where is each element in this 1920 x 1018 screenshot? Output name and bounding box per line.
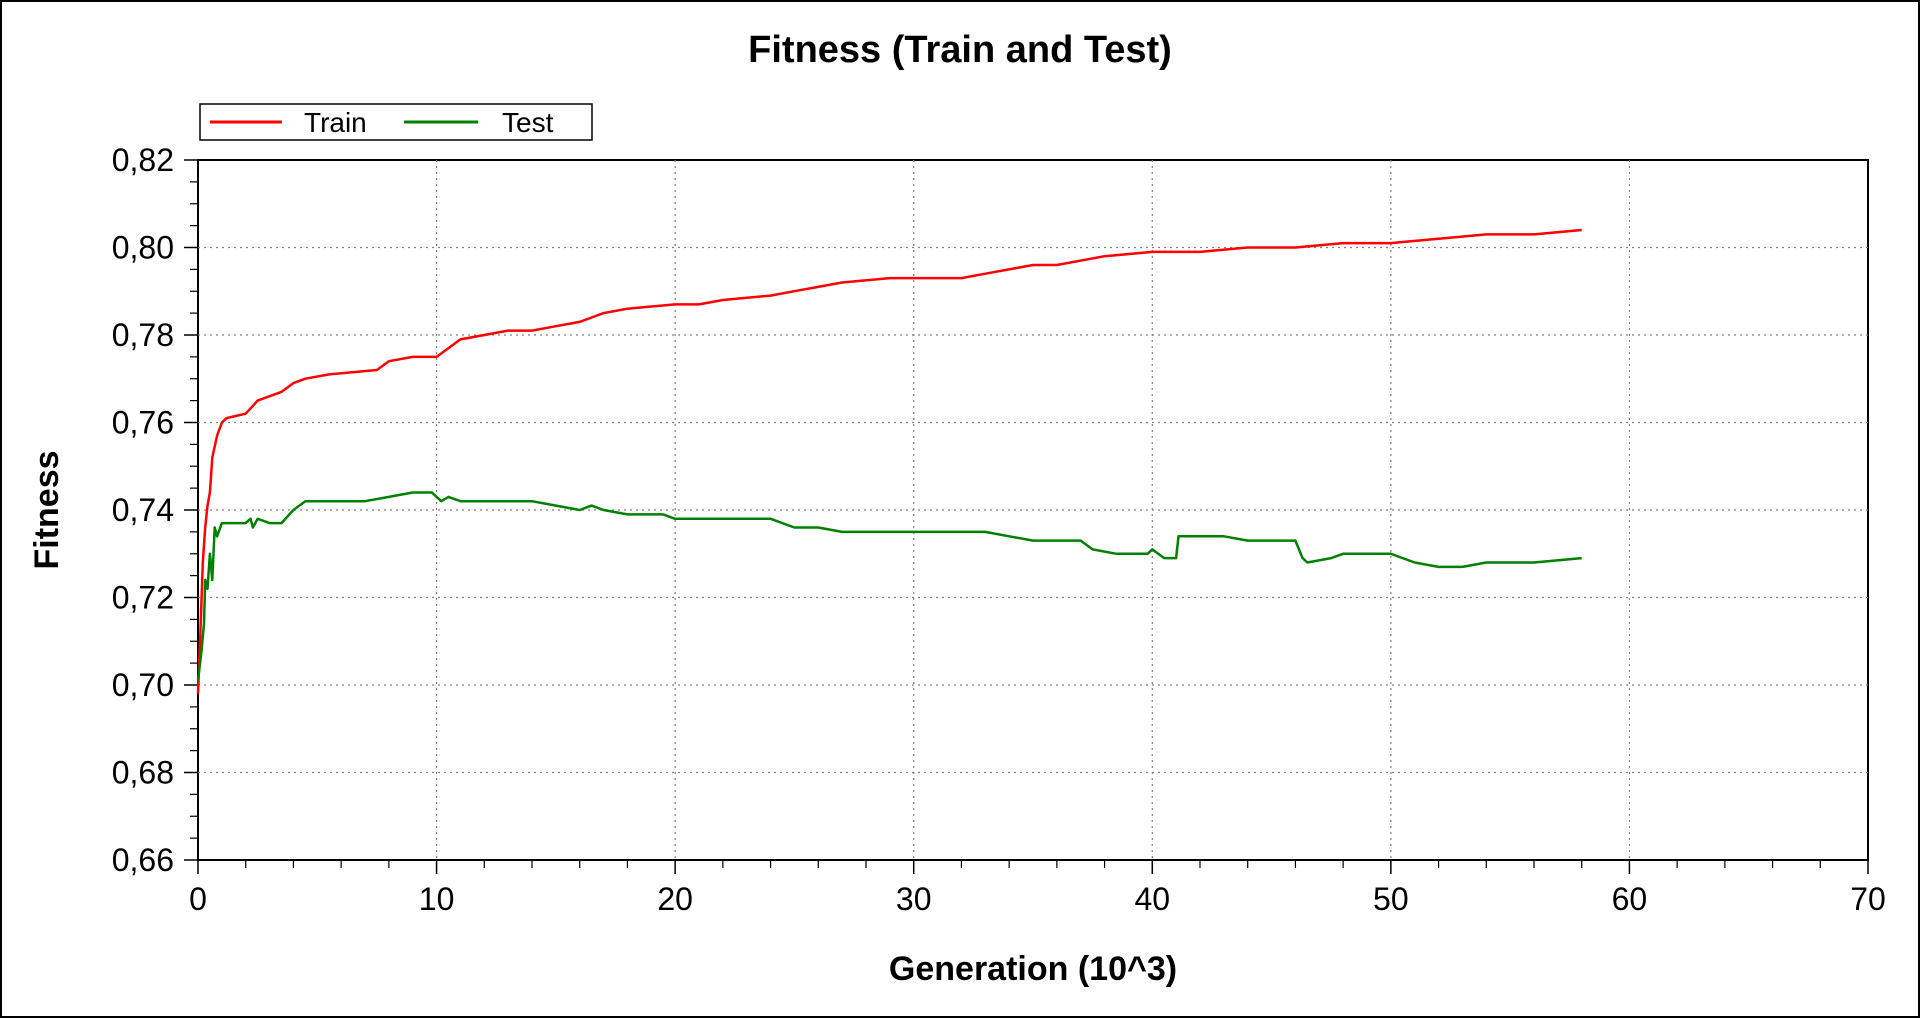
y-tick-label: 0,76: [112, 405, 174, 441]
x-tick-label: 50: [1373, 881, 1409, 917]
data-series: [196, 228, 1582, 694]
grid-lines: [198, 160, 1868, 860]
y-tick-label: 0,72: [112, 580, 174, 616]
x-tick-label: 60: [1612, 881, 1648, 917]
axis-ticks: [184, 159, 1869, 874]
y-tick-label: 0,68: [112, 755, 174, 791]
x-tick-label: 40: [1134, 881, 1170, 917]
legend: Train Test: [199, 103, 593, 141]
x-tick-label: 10: [419, 881, 455, 917]
y-axis-label: Fitness: [28, 450, 66, 569]
x-tick-label: 70: [1850, 881, 1886, 917]
y-tick-label: 0,80: [112, 230, 174, 266]
legend-label-test: Test: [502, 107, 554, 138]
y-tick-labels: 0,66 0,68 0,70 0,72 0,74 0,76 0,78 0,80 0,82: [112, 142, 174, 878]
legend-label-train: Train: [304, 107, 367, 138]
y-tick-label: 0,70: [112, 667, 174, 703]
chart-title: Fitness (Train and Test): [748, 29, 1172, 71]
y-tick-label: 0,66: [112, 842, 174, 878]
y-tick-label: 0,78: [112, 317, 174, 353]
x-tick-labels: 0 10 20 30 40 50 60 70: [189, 881, 1886, 917]
y-tick-label: 0,82: [112, 142, 174, 178]
series-line-test: [196, 491, 1582, 681]
series-line-train: [196, 228, 1582, 694]
y-tick-label: 0,74: [112, 492, 174, 528]
x-tick-label: 30: [896, 881, 932, 917]
x-tick-label: 0: [189, 881, 207, 917]
x-tick-label: 20: [657, 881, 693, 917]
x-axis-label: Generation (10^3): [889, 950, 1177, 988]
